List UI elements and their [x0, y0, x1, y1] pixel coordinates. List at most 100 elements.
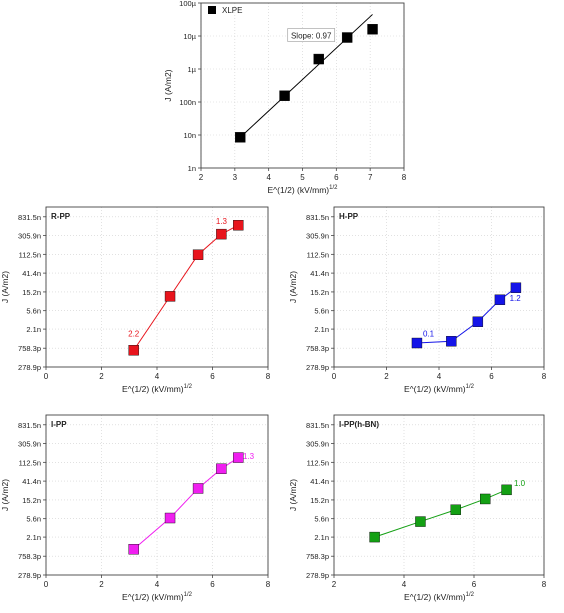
x-axis-label-superscript: 1/2 [184, 384, 193, 390]
slope-annotation: 1.3 [243, 452, 255, 461]
legend-marker [208, 6, 216, 14]
y-tick-label: 305.9n [306, 232, 329, 241]
chart-panel-3: 0 2 4 6 8 278.9p 758.3p 2.1n 5.6n 15.2n 41.4n 112.5… [0, 414, 271, 602]
y-tick-label: 100n [179, 98, 196, 107]
x-tick-label: 8 [402, 173, 407, 182]
x-axis-label: E^(1/2) (kV/mm)1/2 [122, 592, 193, 602]
data-point [313, 53, 324, 65]
y-tick-label: 278.9p [306, 571, 329, 580]
slope-annotation: 1.0 [514, 479, 526, 488]
x-axis-label-superscript: 1/2 [466, 384, 475, 390]
y-tick-label: 15.2n [310, 288, 329, 297]
x-tick-label: 4 [155, 372, 160, 381]
series-line [133, 224, 239, 351]
y-tick-label: 112.5n [19, 458, 41, 467]
x-tick-label: 6 [334, 173, 339, 182]
data-point [415, 516, 426, 527]
slope-annotation: 1.2 [510, 294, 522, 303]
y-tick-label: 758.3p [306, 344, 329, 353]
data-point [411, 337, 423, 349]
panel-label: R-PP [51, 212, 71, 221]
y-tick-label: 278.9p [18, 571, 41, 580]
y-tick-label: 5.6n [314, 307, 329, 316]
plot-frame [333, 414, 545, 576]
slope-annotation: Slope: 0.97 [291, 32, 332, 41]
data-point [501, 484, 512, 496]
chart-panel-4: 2 4 6 8 278.9p 758.3p 2.1n 5.6n 15.2n 41.4n 112.5n… [288, 414, 547, 602]
x-axis-label-superscript: 1/2 [466, 592, 475, 598]
y-tick-label: 758.3p [18, 344, 41, 353]
data-point [450, 504, 461, 515]
x-axis-label: E^(1/2) (kV/mm)1/2 [404, 592, 475, 602]
y-tick-label: 2.1n [26, 533, 41, 542]
x-tick-label: 0 [44, 580, 49, 589]
y-tick-label: 41.4n [310, 269, 329, 278]
data-point [216, 228, 227, 240]
x-axis-label-text: E^(1/2) (kV/mm) [268, 185, 330, 195]
x-tick-label: 2 [99, 580, 104, 589]
x-tick-label: 8 [542, 372, 547, 381]
y-tick-label: 278.9p [306, 363, 329, 372]
data-point [279, 90, 290, 101]
x-tick-label: 2 [99, 372, 104, 381]
y-tick-label: 10µ [183, 32, 196, 41]
data-point [233, 220, 244, 231]
data-point [128, 345, 139, 356]
y-tick-label: 305.9n [306, 440, 329, 449]
y-axis-label: J (A/m2) [288, 479, 298, 511]
panel-label: H-PP [339, 212, 359, 221]
x-axis-label-text: E^(1/2) (kV/mm) [404, 384, 466, 394]
y-tick-label: 305.9n [18, 440, 41, 449]
x-axis-label: E^(1/2) (kV/mm)1/2 [268, 185, 339, 195]
x-axis-label-text: E^(1/2) (kV/mm) [122, 384, 184, 394]
x-tick-label: 4 [155, 580, 160, 589]
data-point [494, 294, 506, 305]
y-tick-label: 112.5n [307, 250, 329, 259]
y-tick-label: 831.5n [18, 421, 41, 430]
data-point [472, 316, 484, 327]
x-tick-label: 0 [332, 372, 337, 381]
y-tick-label: 5.6n [314, 515, 329, 524]
data-point [510, 282, 522, 293]
x-tick-label: 7 [368, 173, 373, 182]
x-tick-label: 3 [233, 173, 238, 182]
data-point [446, 336, 457, 347]
x-axis-label-superscript: 1/2 [184, 592, 193, 598]
y-tick-label: 1n [188, 164, 196, 173]
y-tick-label: 758.3p [306, 552, 329, 561]
x-tick-label: 8 [542, 580, 547, 589]
y-tick-label: 15.2n [22, 288, 41, 297]
data-point [369, 531, 380, 543]
panel-label: I-PP [51, 420, 67, 429]
y-axis-label: J (A/m2) [0, 479, 10, 511]
x-axis-label-text: E^(1/2) (kV/mm) [404, 592, 466, 602]
data-point [367, 24, 378, 35]
x-axis-label-superscript: 1/2 [329, 185, 338, 191]
y-tick-label: 831.5n [18, 213, 41, 222]
panel-label: I-PP(h-BN) [339, 420, 379, 429]
x-tick-label: 2 [199, 173, 204, 182]
y-axis-label: J (A/m2) [288, 271, 298, 303]
chart-panel-2: 0 2 4 6 8 278.9p 758.3p 2.1n 5.6n 15.2n 41.4n 112.5… [288, 206, 547, 394]
slope-annotation: 1.3 [216, 217, 228, 226]
y-tick-label: 112.5n [19, 250, 41, 259]
data-point [128, 544, 139, 555]
data-point [233, 452, 244, 463]
y-tick-label: 41.4n [22, 477, 41, 486]
y-tick-label: 2.1n [314, 325, 329, 334]
data-point [341, 32, 353, 43]
y-tick-label: 41.4n [22, 269, 41, 278]
legend-label: XLPE [222, 6, 242, 15]
y-tick-label: 15.2n [22, 496, 41, 505]
x-tick-label: 0 [44, 372, 49, 381]
y-tick-label: 10n [183, 131, 196, 140]
x-tick-label: 6 [472, 580, 477, 589]
annotation-box [287, 28, 336, 42]
x-tick-label: 8 [266, 580, 271, 589]
y-tick-label: 100µ [179, 0, 197, 8]
x-tick-label: 4 [266, 173, 271, 182]
x-tick-label: 5 [300, 173, 305, 182]
y-tick-label: 278.9p [18, 363, 41, 372]
y-axis-label: J (A/m2) [0, 271, 10, 303]
